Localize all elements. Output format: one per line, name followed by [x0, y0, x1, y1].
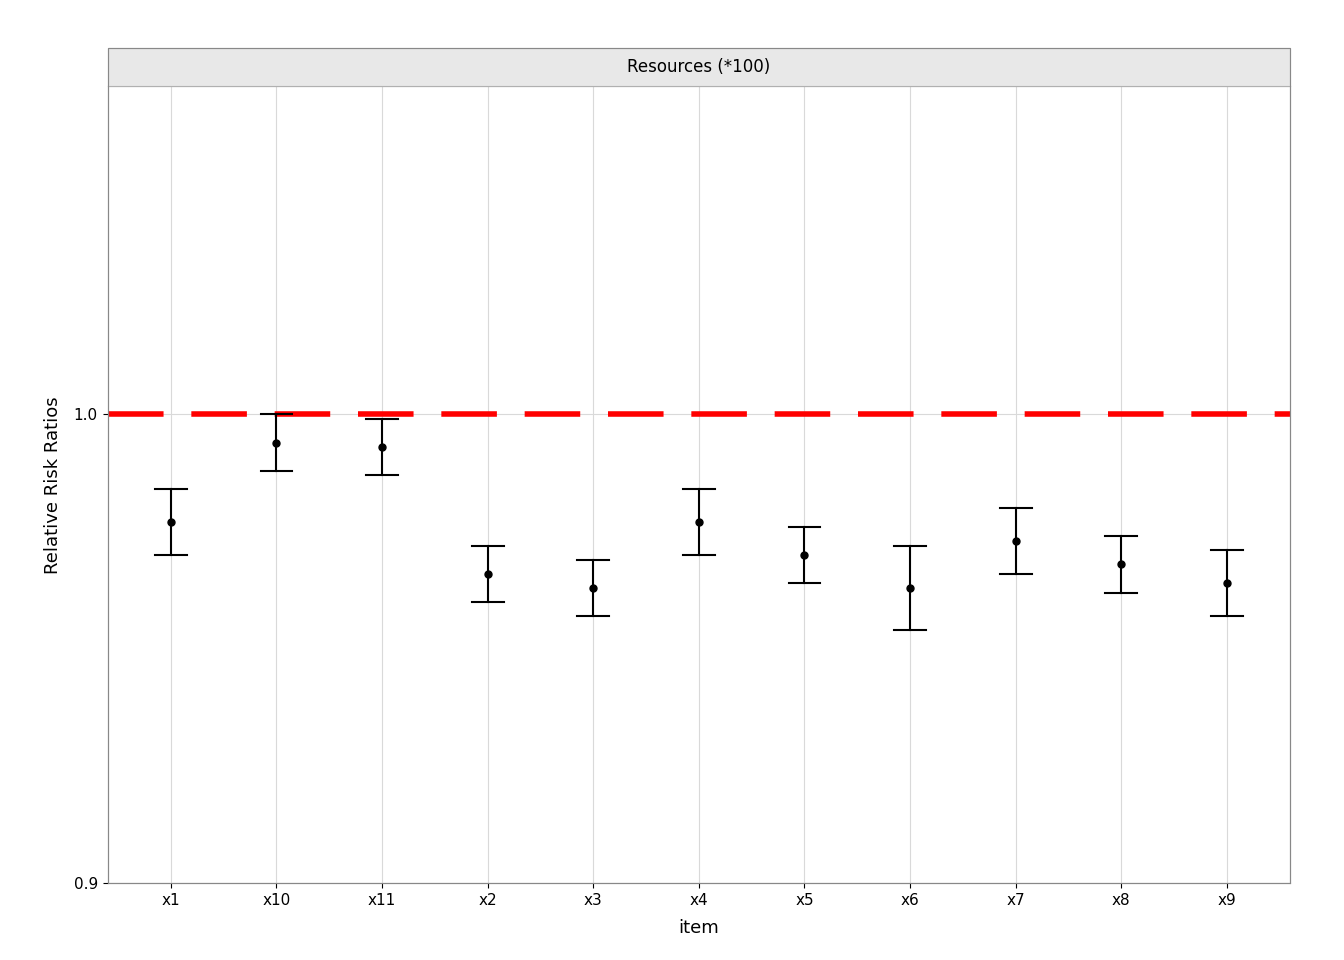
- Y-axis label: Relative Risk Ratios: Relative Risk Ratios: [44, 396, 62, 574]
- Text: Resources (*100): Resources (*100): [628, 59, 770, 76]
- X-axis label: item: item: [679, 919, 719, 937]
